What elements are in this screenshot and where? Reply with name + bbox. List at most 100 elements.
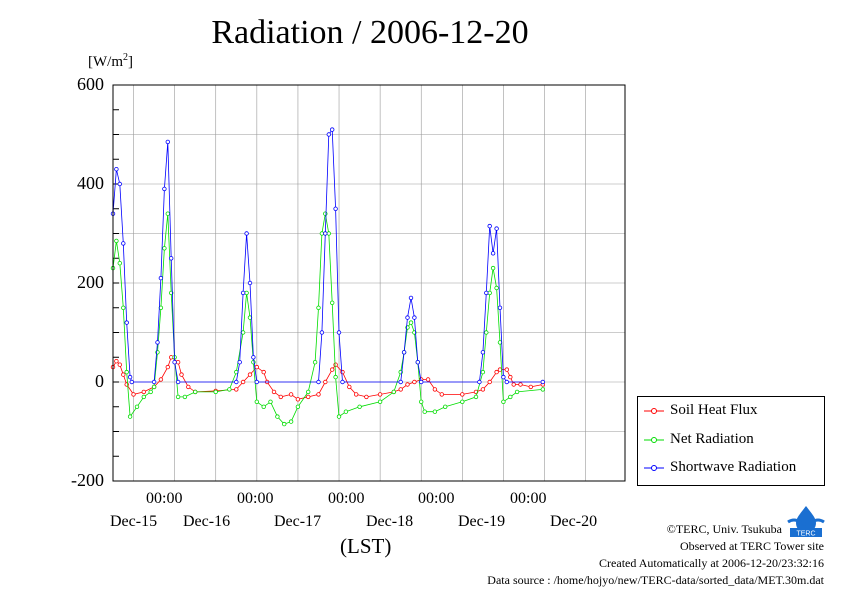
- data-point: [501, 374, 506, 380]
- data-point: [121, 241, 126, 246]
- data-point: [398, 387, 403, 392]
- data-point: [425, 377, 431, 382]
- data-point: [377, 392, 383, 397]
- data-point: [319, 330, 325, 335]
- data-point: [247, 280, 253, 286]
- data-point: [129, 379, 134, 385]
- data-point: [316, 305, 321, 310]
- data-point: [295, 404, 301, 409]
- y-axis-unit: [W/m2]: [88, 52, 133, 70]
- data-point: [336, 414, 342, 419]
- data-point: [254, 379, 259, 385]
- data-point: [316, 379, 321, 385]
- data-point: [254, 399, 259, 404]
- series-line: [112, 213, 543, 425]
- legend: Soil Heat Flux Net Radiation Shortwave R…: [637, 396, 825, 486]
- data-point: [278, 394, 283, 400]
- data-point: [172, 360, 177, 365]
- data-point: [415, 360, 420, 365]
- data-point: [364, 394, 369, 400]
- legend-marker-icon: [644, 464, 664, 471]
- data-point: [175, 360, 181, 365]
- data-point: [323, 211, 328, 216]
- legend-marker-icon: [644, 436, 664, 443]
- data-point: [330, 300, 335, 305]
- data-point: [271, 389, 277, 395]
- data-point: [504, 379, 509, 385]
- x-date-label: Dec-18: [366, 513, 414, 530]
- data-point: [312, 360, 318, 365]
- y-tick-label: 600: [77, 74, 104, 94]
- data-point: [422, 409, 427, 414]
- data-point: [528, 384, 533, 390]
- x-date-label: Dec-15: [110, 513, 158, 530]
- x-date-label: Dec-17: [274, 513, 322, 530]
- created-text: Created Automatically at 2006-12-20/23:3…: [599, 556, 824, 570]
- data-point: [165, 211, 170, 216]
- data-point: [121, 372, 126, 377]
- data-point: [168, 256, 174, 261]
- data-point: [401, 350, 407, 355]
- data-point: [162, 186, 167, 192]
- legend-item: Shortwave Radiation: [644, 459, 796, 476]
- plot-frame: [112, 84, 626, 482]
- data-point: [343, 409, 349, 414]
- data-point: [192, 389, 198, 395]
- data-point: [151, 379, 157, 385]
- data-point: [412, 379, 417, 385]
- data-point: [251, 360, 256, 365]
- data-point: [158, 275, 164, 281]
- data-point: [460, 392, 465, 397]
- y-tick-label: 400: [77, 173, 104, 193]
- terc-logo: TERC: [786, 504, 826, 538]
- data-point: [487, 223, 492, 229]
- data-point: [141, 394, 146, 400]
- data-point: [490, 265, 496, 271]
- data-point: [165, 364, 170, 370]
- data-point: [340, 369, 345, 375]
- legend-label: Net Radiation: [670, 431, 754, 447]
- data-point: [121, 305, 126, 310]
- x-time-label: 00:00: [510, 490, 547, 507]
- data-point: [480, 369, 486, 375]
- data-point: [504, 367, 509, 372]
- data-point: [114, 359, 119, 364]
- x-time-label: 00:00: [146, 490, 183, 507]
- data-point: [405, 382, 410, 387]
- legend-label: Soil Heat Flux: [670, 402, 758, 418]
- data-point: [244, 290, 249, 296]
- legend-label: Shortwave Radiation: [670, 459, 797, 475]
- data-point: [124, 369, 129, 375]
- data-point: [443, 404, 448, 409]
- data-point: [323, 379, 328, 385]
- data-point: [182, 394, 188, 400]
- data-point: [391, 389, 396, 395]
- data-point: [158, 377, 164, 382]
- data-point: [473, 394, 479, 400]
- data-point: [234, 379, 239, 385]
- data-point: [494, 285, 499, 291]
- data-point: [282, 421, 287, 427]
- data-point: [240, 330, 246, 335]
- data-point: [347, 384, 352, 390]
- data-point: [237, 360, 242, 365]
- chart-title: Radiation / 2006-12-20: [211, 14, 529, 51]
- data-point: [514, 389, 520, 395]
- data-point: [186, 384, 191, 390]
- data-point: [227, 387, 232, 392]
- data-point: [419, 379, 424, 385]
- legend-item: Soil Heat Flux: [644, 402, 758, 419]
- data-point: [540, 387, 545, 392]
- x-time-label: 00:00: [418, 490, 455, 507]
- data-point: [213, 389, 218, 395]
- logo-text: TERC: [796, 531, 815, 538]
- x-time-label: 00:00: [328, 490, 365, 507]
- data-point: [333, 374, 338, 380]
- data-point: [419, 399, 424, 404]
- data-point: [432, 409, 438, 414]
- data-point: [261, 369, 266, 375]
- data-point: [484, 330, 489, 335]
- data-point: [114, 166, 119, 172]
- legend-marker-icon: [644, 407, 664, 414]
